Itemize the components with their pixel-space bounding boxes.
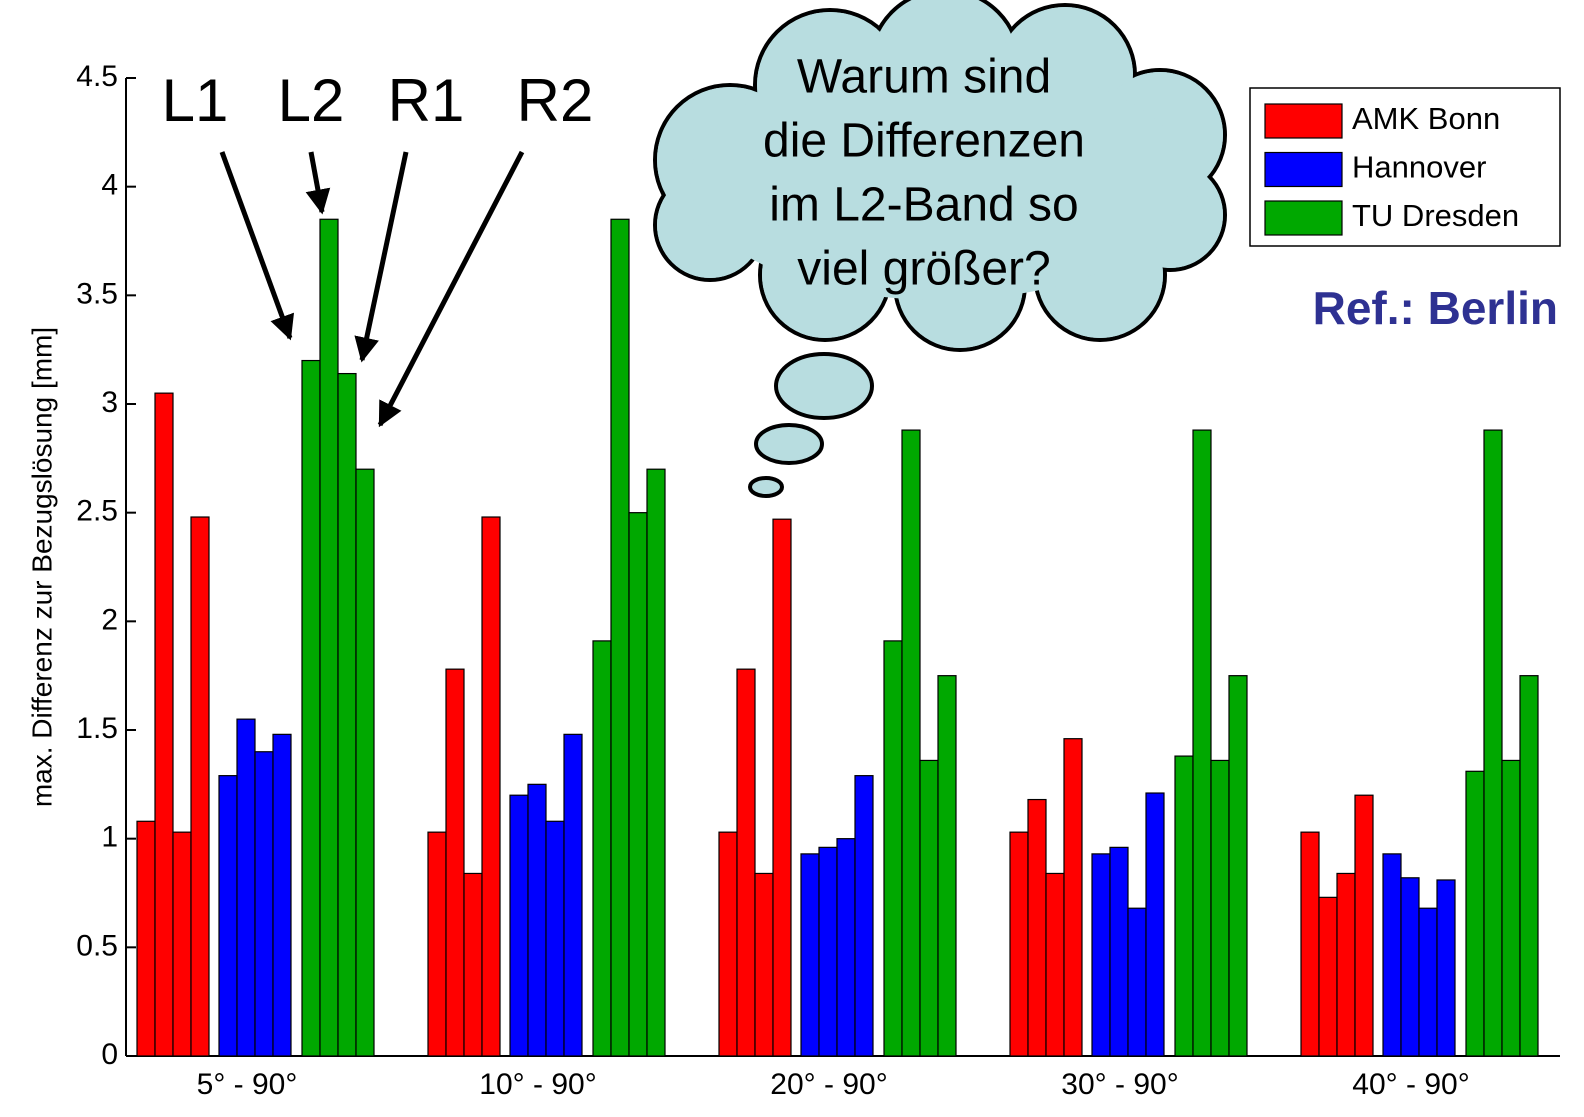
- x-tick-label: 10° - 90°: [479, 1068, 596, 1101]
- x-tick-label: 20° - 90°: [770, 1068, 887, 1101]
- reference-label: Ref.: Berlin: [1313, 282, 1558, 334]
- bar: [883, 640, 903, 1057]
- bar-label-annotation: L1: [162, 67, 229, 134]
- thought-text: im L2-Band so: [769, 179, 1079, 232]
- bar: [800, 853, 820, 1057]
- y-tick-label: 4: [101, 169, 118, 202]
- bar: [1127, 907, 1147, 1057]
- annotation-arrow: [219, 151, 295, 341]
- annotation-arrow: [377, 150, 525, 428]
- legend-label: TU Dresden: [1352, 198, 1519, 233]
- thought-text: die Differenzen: [763, 115, 1085, 168]
- legend-label: Hannover: [1352, 150, 1486, 185]
- bar: [937, 675, 957, 1057]
- bar: [818, 846, 838, 1057]
- bar: [1009, 831, 1029, 1057]
- legend-swatch: [1264, 103, 1343, 139]
- y-tick-label: 3.5: [76, 277, 118, 310]
- legend-swatch: [1264, 151, 1343, 188]
- bar: [646, 468, 666, 1057]
- y-tick-label: 0: [101, 1038, 118, 1071]
- bar: [172, 831, 192, 1057]
- bar: [1192, 429, 1212, 1057]
- bar: [190, 516, 210, 1057]
- bar: [1145, 792, 1165, 1057]
- annotation-arrow: [354, 151, 409, 363]
- bar: [1027, 798, 1047, 1057]
- legend-label: AMK Bonn: [1352, 101, 1500, 136]
- annotation-arrow: [305, 151, 331, 215]
- bar: [736, 668, 756, 1057]
- bar: [628, 512, 648, 1057]
- bar: [254, 751, 274, 1057]
- bar: [1045, 872, 1065, 1057]
- bar: [1091, 853, 1111, 1057]
- y-tick-label: 3: [101, 386, 118, 419]
- bar: [236, 718, 256, 1057]
- bar: [427, 831, 447, 1057]
- bar: [1063, 738, 1083, 1057]
- y-tick-label: 1: [101, 821, 118, 854]
- bar: [1382, 853, 1402, 1057]
- bar: [1109, 846, 1129, 1057]
- bar: [1318, 896, 1338, 1057]
- bar: [445, 668, 465, 1057]
- thought-text: viel größer?: [797, 243, 1050, 296]
- x-tick-label: 40° - 90°: [1352, 1068, 1469, 1101]
- y-tick-label: 2.5: [76, 495, 118, 528]
- bar: [136, 820, 156, 1057]
- bar: [509, 794, 529, 1057]
- bar: [1519, 675, 1539, 1057]
- bar: [919, 759, 939, 1057]
- bar: [563, 733, 583, 1057]
- bar: [854, 775, 874, 1057]
- bar: [527, 783, 547, 1057]
- bar: [1174, 755, 1194, 1057]
- bar-label-annotation: R1: [388, 67, 465, 134]
- bar: [154, 392, 174, 1057]
- bar: [337, 372, 357, 1057]
- bar: [355, 468, 375, 1057]
- bar: [1300, 831, 1320, 1057]
- bar: [481, 516, 501, 1057]
- y-tick-label: 4.5: [76, 60, 118, 93]
- bar: [319, 218, 339, 1057]
- bar: [272, 733, 292, 1057]
- bar: [1400, 877, 1420, 1057]
- bar: [1354, 794, 1374, 1057]
- bar: [836, 838, 856, 1057]
- bar: [754, 872, 774, 1057]
- y-tick-label: 0.5: [76, 929, 118, 962]
- bar: [218, 775, 238, 1057]
- bar: [1336, 872, 1356, 1057]
- bar: [1418, 907, 1438, 1057]
- bar: [718, 831, 738, 1057]
- bar: [592, 640, 612, 1057]
- bar: [610, 218, 630, 1057]
- y-tick-label: 1.5: [76, 712, 118, 745]
- bar: [1501, 759, 1521, 1057]
- bar: [1483, 429, 1503, 1057]
- bar-label-annotation: L2: [278, 67, 345, 134]
- bar: [1210, 759, 1230, 1057]
- bar: [1436, 879, 1456, 1057]
- cloud: [653, 0, 1227, 498]
- bar: [901, 429, 921, 1057]
- legend-swatch: [1264, 200, 1343, 236]
- thought-text: Warum sind: [797, 51, 1051, 104]
- bar: [772, 518, 792, 1057]
- x-tick-label: 30° - 90°: [1061, 1068, 1178, 1101]
- bar: [545, 820, 565, 1057]
- x-tick-label: 5° - 90°: [197, 1068, 298, 1101]
- bar: [1465, 770, 1485, 1057]
- bar: [1228, 675, 1248, 1057]
- bar: [301, 359, 321, 1057]
- bar: [463, 872, 483, 1057]
- y-axis-label: max. Differenz zur Bezugslösung [mm]: [26, 327, 57, 807]
- y-tick-label: 2: [101, 603, 118, 636]
- bar-label-annotation: R2: [517, 67, 594, 134]
